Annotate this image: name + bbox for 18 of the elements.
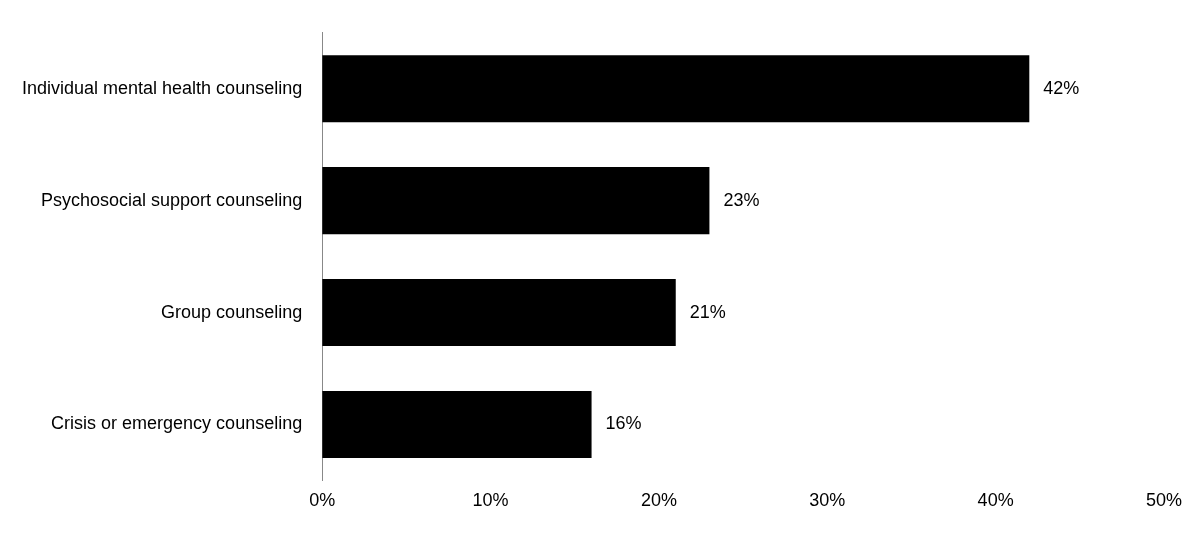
bar [322, 167, 710, 235]
data-label: 21% [689, 301, 726, 322]
bar [322, 390, 592, 459]
x-tick-label: 10% [472, 490, 509, 511]
x-tick-label: 50% [1145, 490, 1183, 511]
y-tick-label: Group counseling [161, 301, 303, 322]
bar [322, 55, 1030, 123]
data-label: 42% [1043, 77, 1080, 98]
x-tick-label: 20% [640, 490, 677, 511]
x-tick-label: 40% [977, 490, 1014, 511]
bar [322, 278, 676, 347]
data-label: 16% [605, 413, 642, 434]
x-tick-label: 30% [809, 490, 846, 511]
y-tick-label: Psychosocial support counseling [41, 189, 303, 210]
data-label: 23% [723, 189, 760, 210]
x-tick-label: 0% [309, 490, 336, 511]
y-tick-label: Crisis or emergency counseling [51, 413, 303, 434]
y-tick-label: Individual mental health counseling [22, 77, 303, 98]
